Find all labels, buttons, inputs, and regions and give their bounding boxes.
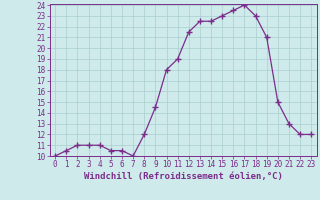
X-axis label: Windchill (Refroidissement éolien,°C): Windchill (Refroidissement éolien,°C) bbox=[84, 172, 283, 181]
